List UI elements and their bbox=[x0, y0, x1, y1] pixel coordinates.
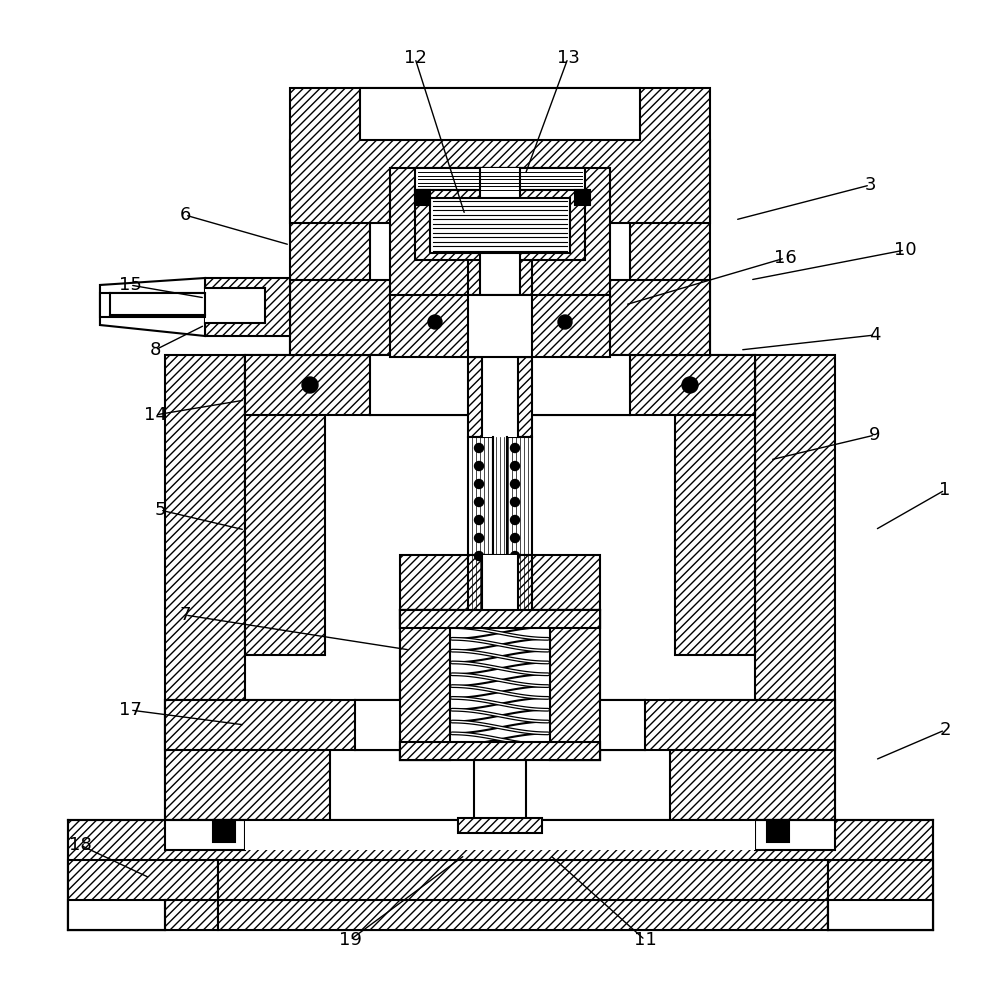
Bar bbox=[828, 900, 933, 930]
Circle shape bbox=[511, 515, 520, 524]
Bar bbox=[68, 820, 933, 930]
Text: 7: 7 bbox=[179, 606, 191, 624]
Bar bbox=[415, 190, 430, 205]
Circle shape bbox=[428, 315, 442, 329]
Bar bbox=[550, 610, 600, 760]
Circle shape bbox=[475, 533, 484, 543]
Bar bbox=[550, 610, 600, 760]
Bar bbox=[493, 437, 507, 567]
Bar bbox=[450, 628, 550, 742]
Text: 12: 12 bbox=[404, 49, 426, 67]
Bar bbox=[245, 355, 755, 415]
Bar bbox=[165, 355, 245, 825]
Bar bbox=[400, 742, 600, 760]
Circle shape bbox=[475, 443, 484, 453]
Bar bbox=[482, 357, 518, 437]
Circle shape bbox=[511, 552, 520, 561]
Bar bbox=[755, 355, 835, 825]
Text: 5: 5 bbox=[154, 501, 166, 519]
Bar bbox=[415, 190, 585, 260]
Bar bbox=[110, 293, 200, 315]
Bar bbox=[468, 555, 532, 610]
Bar bbox=[355, 700, 645, 750]
Bar bbox=[767, 820, 789, 842]
Bar bbox=[468, 168, 532, 298]
Text: 9: 9 bbox=[869, 426, 881, 444]
Circle shape bbox=[511, 462, 520, 471]
Text: 6: 6 bbox=[179, 206, 191, 224]
Bar bbox=[205, 288, 265, 323]
Circle shape bbox=[475, 497, 484, 506]
Bar bbox=[468, 357, 532, 437]
Bar bbox=[245, 820, 755, 850]
Bar bbox=[468, 437, 493, 567]
Bar bbox=[290, 140, 370, 360]
Text: 17: 17 bbox=[119, 701, 141, 719]
Bar bbox=[165, 700, 835, 750]
Bar bbox=[245, 355, 325, 655]
Text: 4: 4 bbox=[869, 326, 881, 344]
Polygon shape bbox=[100, 278, 205, 336]
Bar bbox=[68, 860, 218, 930]
Circle shape bbox=[302, 377, 318, 393]
Text: 14: 14 bbox=[144, 406, 166, 424]
Text: 13: 13 bbox=[557, 49, 579, 67]
Circle shape bbox=[475, 552, 484, 561]
Circle shape bbox=[475, 515, 484, 524]
Bar bbox=[828, 860, 933, 930]
Bar bbox=[675, 355, 755, 655]
Bar bbox=[575, 190, 590, 205]
Bar bbox=[100, 293, 205, 317]
Bar bbox=[370, 355, 630, 415]
Bar bbox=[468, 295, 532, 357]
Bar bbox=[165, 820, 245, 850]
Circle shape bbox=[475, 480, 484, 489]
Bar bbox=[390, 295, 610, 357]
Circle shape bbox=[511, 497, 520, 506]
Text: 15: 15 bbox=[119, 276, 141, 294]
Bar bbox=[458, 818, 542, 833]
Bar bbox=[400, 610, 450, 760]
Circle shape bbox=[558, 315, 572, 329]
Bar bbox=[400, 610, 600, 628]
Text: 1: 1 bbox=[939, 481, 951, 499]
Bar bbox=[630, 140, 710, 360]
Bar bbox=[290, 280, 710, 355]
Bar bbox=[205, 278, 290, 336]
Bar bbox=[430, 198, 570, 253]
Text: 2: 2 bbox=[939, 721, 951, 739]
Bar bbox=[474, 760, 526, 830]
Text: 16: 16 bbox=[774, 249, 796, 267]
Bar bbox=[400, 610, 450, 760]
Bar bbox=[670, 700, 835, 820]
Bar bbox=[290, 88, 710, 223]
Text: 8: 8 bbox=[149, 341, 161, 359]
Bar bbox=[400, 610, 600, 628]
Text: 19: 19 bbox=[339, 931, 361, 949]
Circle shape bbox=[511, 533, 520, 543]
Bar bbox=[400, 742, 600, 760]
Bar bbox=[360, 88, 640, 140]
Bar bbox=[507, 437, 532, 567]
Circle shape bbox=[475, 462, 484, 471]
Bar bbox=[68, 900, 165, 930]
Bar bbox=[390, 168, 610, 298]
Circle shape bbox=[511, 443, 520, 453]
Bar bbox=[218, 860, 828, 930]
Bar bbox=[400, 555, 600, 610]
Bar bbox=[213, 820, 235, 842]
Circle shape bbox=[511, 480, 520, 489]
Bar bbox=[415, 168, 585, 190]
Text: 18: 18 bbox=[69, 836, 91, 854]
Bar bbox=[480, 168, 520, 298]
Bar bbox=[482, 555, 518, 610]
Text: 11: 11 bbox=[634, 931, 656, 949]
Circle shape bbox=[682, 377, 698, 393]
Bar bbox=[100, 285, 205, 325]
Bar bbox=[755, 820, 835, 850]
Text: 3: 3 bbox=[864, 176, 876, 194]
Text: 10: 10 bbox=[894, 241, 916, 259]
Bar bbox=[165, 700, 330, 820]
